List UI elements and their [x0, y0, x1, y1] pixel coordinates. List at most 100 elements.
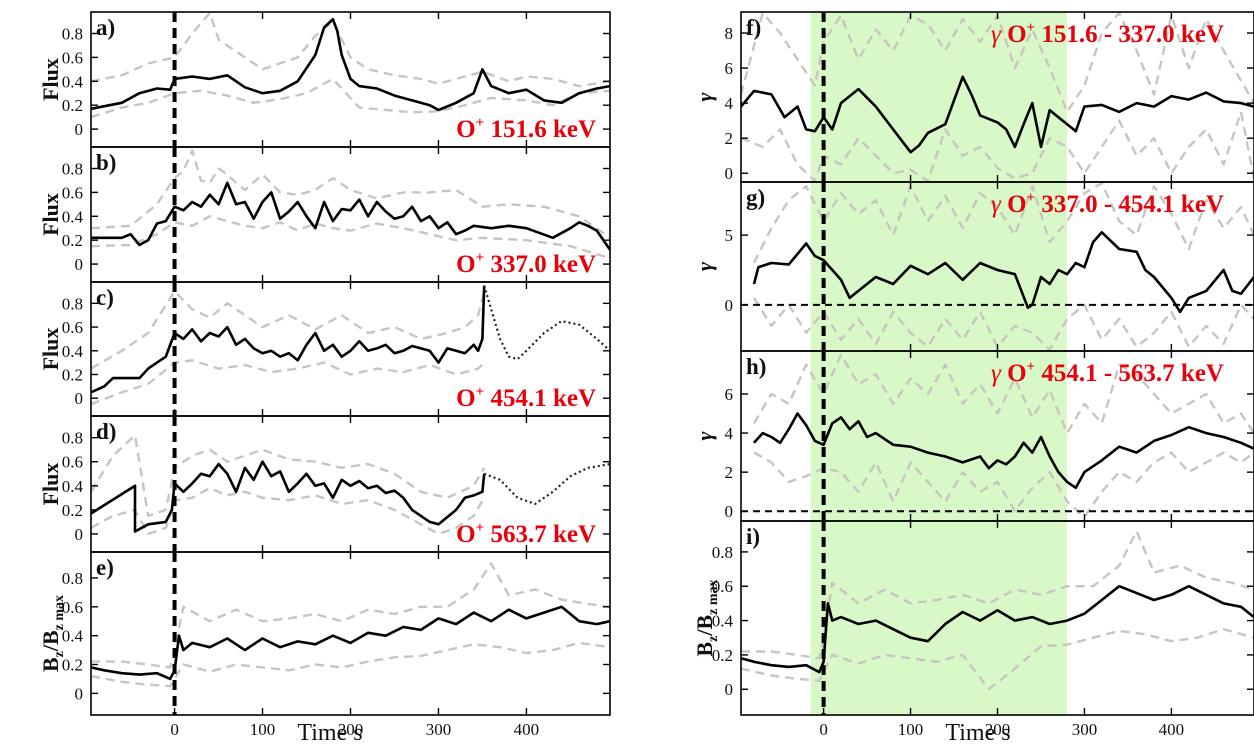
panel-label-b: b) — [96, 150, 116, 175]
series-i-upper — [741, 530, 1254, 660]
y-tick-label-f: 8 — [725, 24, 734, 43]
panel-label-g: g) — [746, 185, 765, 210]
text-layer: 0 0.2 0.4 0.6 0.8 a) Flux O+ 151.6 keV 0 0.2 0.4 0.… — [38, 15, 1224, 739]
y-tick-label-h: 0 — [725, 502, 734, 521]
y-tick-label-e: 0.6 — [62, 598, 83, 617]
y-tick-label-i: 0 — [725, 680, 734, 699]
series-b-lower — [90, 215, 611, 260]
y-tick-label-e: 0.4 — [62, 627, 84, 646]
y-tick-label-b: 0.2 — [62, 231, 83, 250]
y-tick-label-i: 0.6 — [712, 577, 733, 596]
annotation-d: O+ 563.7 keV — [456, 520, 596, 548]
series-c-dotted — [483, 285, 611, 361]
y-axis-label-a: Flux — [38, 58, 63, 101]
series-h-lower — [753, 451, 1254, 519]
y-axis-label-h: γ — [692, 431, 717, 441]
panel-label-f: f) — [746, 15, 761, 40]
series-a-main — [90, 17, 611, 112]
y-tick-label-b: 0 — [75, 255, 84, 274]
y-axis-label-e: Bz/Bz max — [38, 595, 67, 672]
series-layer — [90, 12, 1254, 715]
axes-frame-e — [90, 551, 611, 716]
y-tick-label-d: 0.6 — [62, 453, 83, 472]
series-h-main — [753, 412, 1254, 490]
y-tick-label-a: 0 — [75, 120, 84, 139]
panel-label-e: e) — [96, 555, 114, 580]
series-a-upper — [90, 11, 611, 88]
y-tick-label-b: 0.4 — [62, 207, 84, 226]
y-tick-label-a: 0.4 — [62, 72, 84, 91]
series-b-upper — [90, 149, 611, 239]
series-b-main — [91, 181, 612, 251]
y-tick-label-i: 0.4 — [712, 612, 734, 631]
series-g-lower — [752, 297, 1254, 351]
y-tick-label-a: 0.6 — [62, 48, 83, 67]
y-tick-label-f: 6 — [725, 59, 734, 78]
y-tick-label-c: 0 — [75, 389, 84, 408]
series-c-main — [90, 285, 486, 394]
panel-label-c: c) — [96, 285, 114, 310]
y-tick-label-b: 0.8 — [62, 160, 83, 179]
left-x-axis-label: Time s — [297, 720, 362, 746]
y-tick-label-h: 2 — [725, 463, 734, 482]
y-tick-label-f: 4 — [725, 94, 734, 113]
y-tick-label-c: 0.6 — [62, 318, 83, 337]
x-tick-label-e: 400 — [514, 720, 540, 739]
y-tick-label-i: 0.2 — [712, 646, 733, 665]
y-tick-label-d: 0.4 — [62, 477, 84, 496]
y-axis-label-f: γ — [692, 92, 717, 102]
y-axis-label-c: Flux — [38, 328, 63, 371]
y-tick-label-e: 0.2 — [62, 656, 83, 675]
y-tick-label-h: 6 — [725, 385, 734, 404]
series-h-upper — [752, 353, 1254, 435]
panel-label-a: a) — [96, 15, 115, 40]
series-c-upper — [90, 290, 486, 370]
y-tick-label-f: 0 — [725, 164, 734, 183]
y-axis-label-d: Flux — [38, 463, 63, 506]
y-tick-label-g: 5 — [725, 226, 734, 245]
annotation-f: γ O+ 151.6 - 337.0 keV — [991, 20, 1224, 48]
right-x-axis-label: Time s — [945, 720, 1010, 746]
series-f-main — [739, 75, 1254, 154]
y-tick-label-f: 2 — [725, 129, 734, 148]
series-c-lower — [90, 359, 486, 406]
series-d-main — [90, 460, 486, 533]
y-tick-label-i: 0.8 — [712, 543, 733, 562]
y-tick-label-d: 0.2 — [62, 501, 83, 520]
y-tick-label-c: 0.2 — [62, 365, 83, 384]
y-tick-label-e: 0 — [75, 684, 84, 703]
x-tick-label-e: 300 — [426, 720, 452, 739]
y-tick-label-c: 0.8 — [62, 294, 83, 313]
x-tick-label-i: 300 — [1072, 720, 1098, 739]
x-tick-label-i: 400 — [1159, 720, 1185, 739]
annotation-h: γ O+ 454.1 - 563.7 keV — [991, 359, 1224, 387]
x-tick-label-i: 100 — [898, 720, 924, 739]
series-d-upper — [89, 434, 486, 518]
x-tick-label-e: 0 — [170, 720, 179, 739]
series-e-lower — [90, 641, 611, 688]
y-tick-label-c: 0.4 — [62, 342, 84, 361]
annotation-g: γ O+ 337.0 - 454.1 keV — [991, 190, 1224, 218]
series-i-lower — [740, 628, 1254, 691]
panel-label-h: h) — [746, 354, 766, 379]
y-tick-label-a: 0.2 — [62, 96, 83, 115]
series-d-lower — [90, 487, 486, 536]
annotation-c: O+ 454.1 keV — [456, 384, 596, 412]
panel-label-d: d) — [96, 419, 116, 444]
x-tick-label-e: 100 — [250, 720, 276, 739]
y-tick-label-e: 0.8 — [62, 569, 83, 588]
y-axis-label-b: Flux — [38, 193, 63, 236]
series-a-lower — [90, 77, 611, 119]
series-i-main — [740, 584, 1254, 674]
series-f-lower — [740, 110, 1254, 183]
x-tick-label-i: 200 — [985, 720, 1011, 739]
y-tick-label-a: 0.8 — [62, 25, 83, 44]
x-tick-label-i: 0 — [819, 720, 828, 739]
annotation-a: O+ 151.6 keV — [456, 115, 596, 143]
x-tick-label-e: 200 — [338, 720, 364, 739]
panel-label-i: i) — [746, 524, 760, 549]
series-e-main — [90, 605, 611, 681]
y-tick-label-d: 0.8 — [62, 429, 83, 448]
annotation-b: O+ 337.0 keV — [456, 250, 596, 278]
